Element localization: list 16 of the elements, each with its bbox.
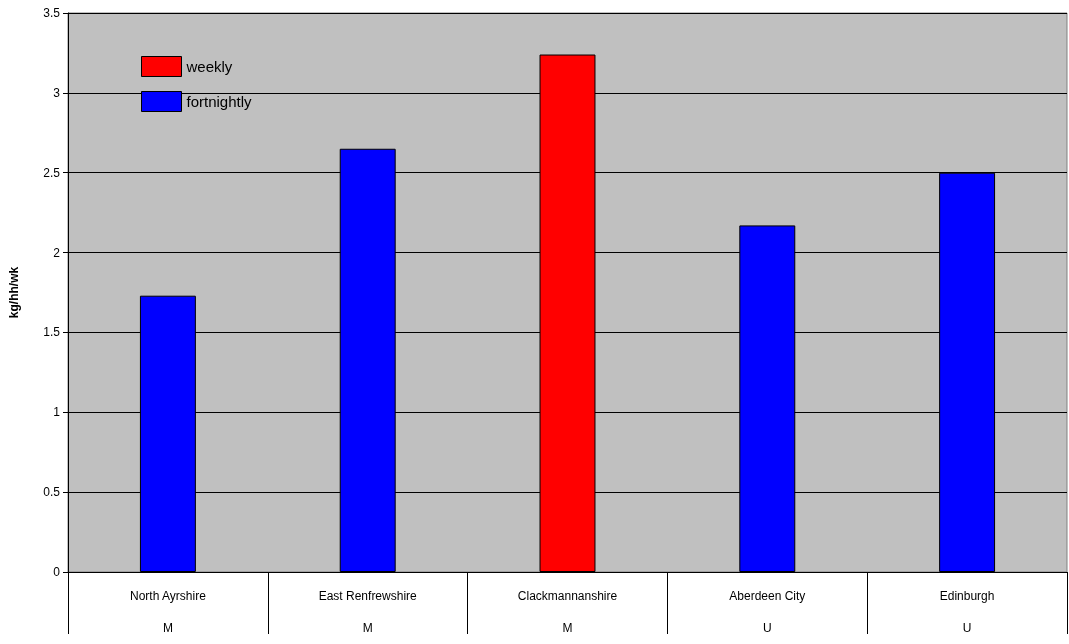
y-tick-label: 3	[53, 85, 61, 100]
category-label: East Renfrewshire M	[318, 589, 417, 635]
category-label: Clackmannanshire M	[517, 589, 618, 635]
y-tick-label: 1	[53, 405, 61, 420]
y-tick-label: 0	[53, 565, 61, 579]
category-label: Aberdeen City U	[729, 589, 806, 635]
y-tick-label: 2	[53, 245, 61, 260]
y-axis-title: kg/hh/wk	[7, 266, 21, 319]
y-tick-label: 2.5	[43, 165, 61, 180]
y-tick-label: 0.5	[43, 485, 61, 500]
y-tick-label: 1.5	[43, 325, 61, 340]
legend-label: weekly	[185, 58, 233, 75]
y-tick-label: 3.5	[43, 6, 61, 20]
category-label: North Ayrshire M	[129, 589, 206, 635]
legend-label: fortnightly	[186, 93, 253, 110]
category-label: Edinburgh U	[939, 589, 995, 635]
